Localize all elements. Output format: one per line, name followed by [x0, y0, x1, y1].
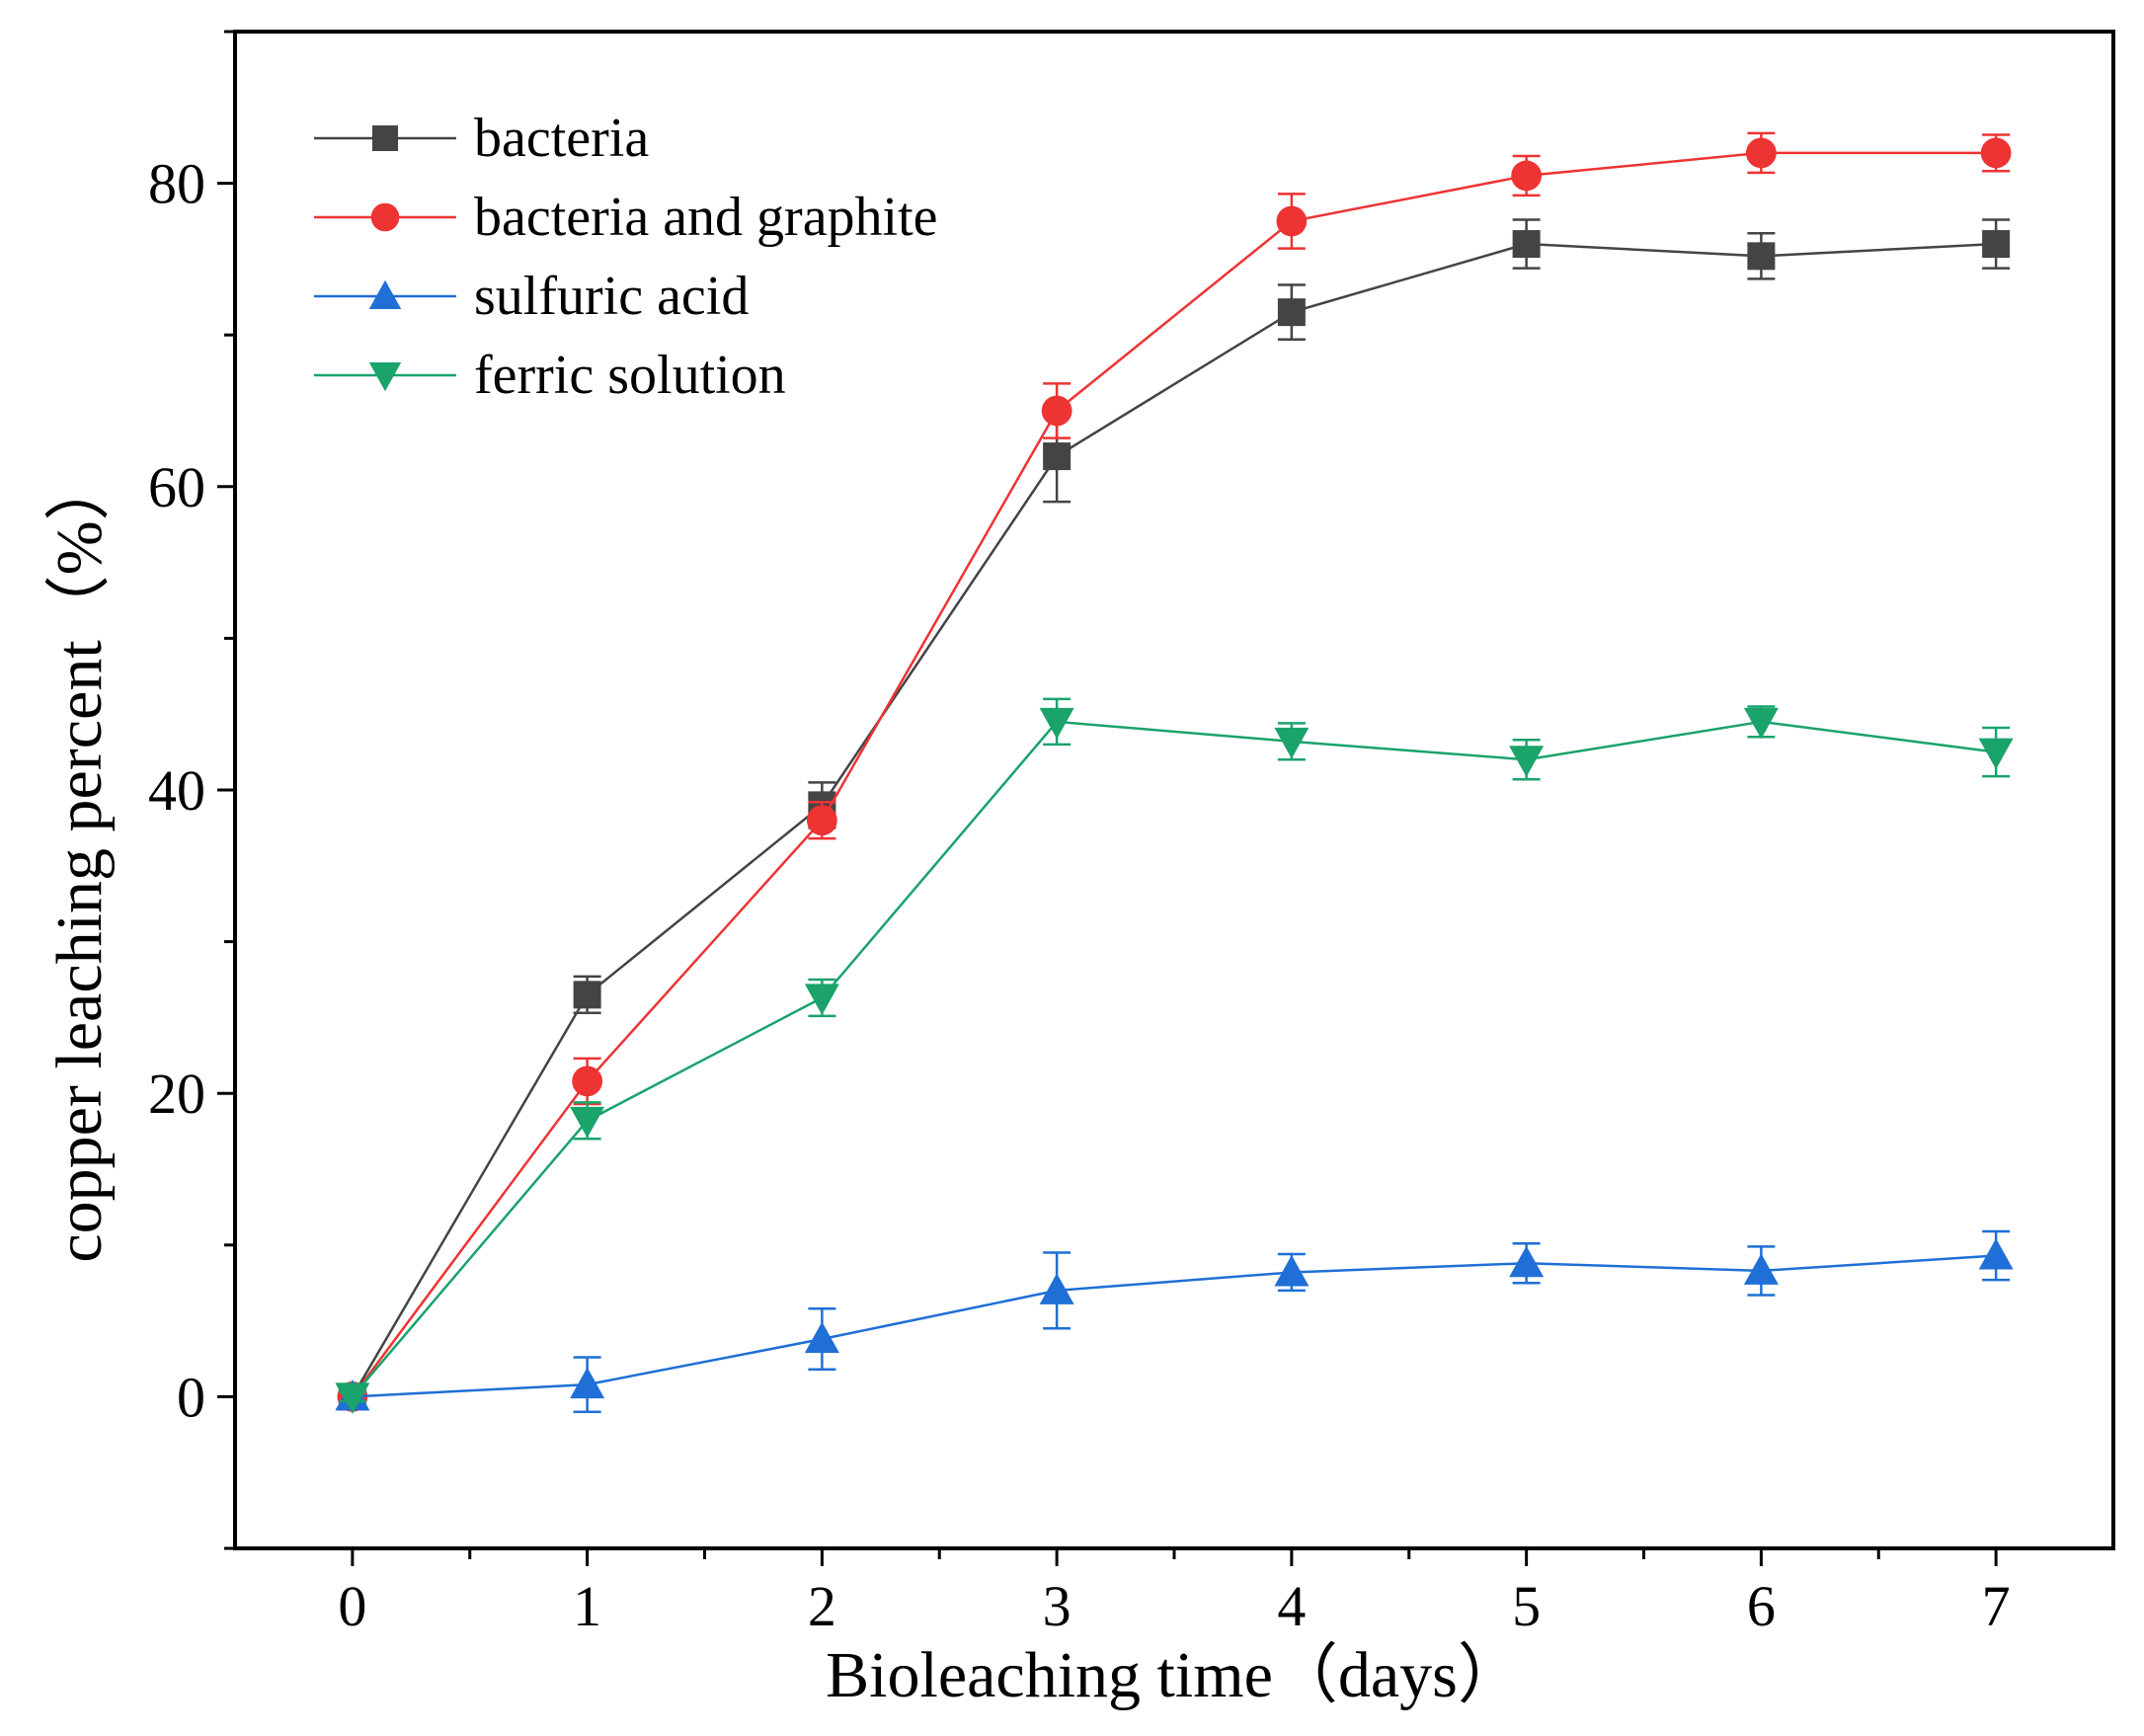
- data-point: [1978, 1238, 2014, 1270]
- data-point: [570, 1367, 605, 1399]
- data-point: [1747, 242, 1776, 271]
- series-line: [351, 151, 1997, 1398]
- x-tick-label: 4: [1277, 1574, 1306, 1638]
- legend-marker: [372, 125, 398, 151]
- y-tick-label: 40: [148, 758, 205, 823]
- y-tick-label: 20: [148, 1062, 205, 1126]
- series-line: [351, 242, 1997, 1398]
- legend-label: bacteria and graphite: [474, 187, 938, 248]
- legend-label: bacteria: [474, 108, 649, 169]
- x-tick-label: 6: [1747, 1574, 1776, 1638]
- x-tick-label: 7: [1982, 1574, 2011, 1638]
- data-point: [1978, 738, 2014, 770]
- data-point: [1980, 137, 2012, 169]
- data-point: [804, 984, 839, 1015]
- y-tick-label: 60: [148, 455, 205, 519]
- plot-area: [335, 131, 2014, 1414]
- data-point: [1509, 746, 1545, 777]
- data-point: [1039, 1273, 1074, 1304]
- x-axis-title: Bioleaching time（days）: [826, 1639, 1523, 1711]
- x-tick-label: 5: [1512, 1574, 1541, 1638]
- legend-marker: [370, 202, 400, 232]
- legend-label: sulfuric acid: [474, 266, 749, 327]
- data-point: [1277, 298, 1306, 327]
- data-point: [1743, 707, 1779, 740]
- data-point: [1039, 707, 1074, 740]
- data-point: [1276, 205, 1308, 237]
- data-point: [1509, 1245, 1545, 1278]
- data-point: [1512, 230, 1541, 259]
- data-point: [1274, 727, 1310, 759]
- data-point: [1511, 160, 1543, 192]
- legend-marker: [368, 362, 402, 392]
- y-tick-label: 0: [177, 1365, 205, 1429]
- y-tick-label: 80: [148, 152, 205, 216]
- legend: bacteria bacteria and graphite sulfuric ac…: [314, 108, 938, 406]
- data-point: [572, 1065, 603, 1097]
- data-point: [1743, 1253, 1779, 1285]
- y-axis-title: copper leaching percent（%）: [43, 455, 116, 1262]
- data-point: [570, 1106, 605, 1139]
- x-tick-label: 1: [573, 1574, 601, 1638]
- legend-label: ferric solution: [474, 345, 786, 406]
- data-point: [1041, 395, 1072, 427]
- x-tick-label: 3: [1043, 1574, 1072, 1638]
- data-point: [1043, 442, 1072, 471]
- data-point: [804, 1321, 839, 1354]
- x-tick-label: 2: [808, 1574, 836, 1638]
- data-point: [1274, 1254, 1310, 1287]
- data-point: [335, 1382, 370, 1414]
- data-point: [806, 805, 837, 836]
- series-line: [352, 1254, 1997, 1398]
- data-point: [1745, 137, 1777, 169]
- data-point: [1982, 230, 2011, 259]
- legend-marker: [368, 279, 402, 309]
- data-point: [573, 981, 601, 1009]
- series-line: [351, 720, 1997, 1398]
- x-tick-label: 0: [338, 1574, 366, 1638]
- axis-ticks: 0 1 2 3 4 5 6 7 0 20 40 60 80: [148, 30, 2011, 1638]
